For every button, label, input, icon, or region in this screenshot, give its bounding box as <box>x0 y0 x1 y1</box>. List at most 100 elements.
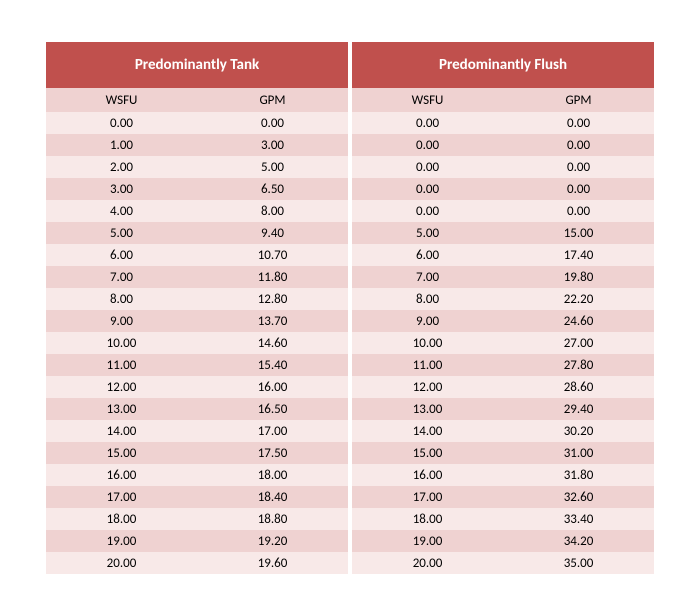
table-cell: 0.00 <box>503 112 654 134</box>
table-row: 5.009.405.0015.00 <box>46 222 654 244</box>
table-cell: 18.40 <box>197 486 348 508</box>
table-row: 0.000.000.000.00 <box>46 112 654 134</box>
table-cell: 12.80 <box>197 288 348 310</box>
table-container: Predominantly Tank Predominantly Flush W… <box>0 22 700 594</box>
table-cell: 8.00 <box>197 200 348 222</box>
table-cell: 10.70 <box>197 244 348 266</box>
table-row: 18.0018.8018.0033.40 <box>46 508 654 530</box>
table-cell: 16.00 <box>352 464 503 486</box>
table-cell: 18.00 <box>46 508 197 530</box>
table-row: 9.0013.709.0024.60 <box>46 310 654 332</box>
table-cell: 17.00 <box>352 486 503 508</box>
table-row: 17.0018.4017.0032.60 <box>46 486 654 508</box>
table-cell: 0.00 <box>46 112 197 134</box>
table-row: 19.0019.2019.0034.20 <box>46 530 654 552</box>
table-cell: 19.00 <box>46 530 197 552</box>
table-cell: 0.00 <box>352 134 503 156</box>
group-header-flush: Predominantly Flush <box>352 42 654 88</box>
table-cell: 0.00 <box>503 178 654 200</box>
table-cell: 9.40 <box>197 222 348 244</box>
table-cell: 10.00 <box>352 332 503 354</box>
table-row: 7.0011.807.0019.80 <box>46 266 654 288</box>
table-cell: 29.40 <box>503 398 654 420</box>
table-cell: 19.60 <box>197 552 348 574</box>
table-cell: 0.00 <box>503 200 654 222</box>
table-cell: 24.60 <box>503 310 654 332</box>
table-row: 15.0017.5015.0031.00 <box>46 442 654 464</box>
col-header-gpm-tank: GPM <box>197 88 348 112</box>
table-cell: 5.00 <box>46 222 197 244</box>
table-cell: 19.80 <box>503 266 654 288</box>
table-cell: 15.00 <box>352 442 503 464</box>
table-row: 6.0010.706.0017.40 <box>46 244 654 266</box>
table-cell: 12.00 <box>46 376 197 398</box>
table-cell: 22.20 <box>503 288 654 310</box>
group-header-row: Predominantly Tank Predominantly Flush <box>46 42 654 88</box>
col-header-wsfu-flush: WSFU <box>352 88 503 112</box>
table-cell: 16.00 <box>46 464 197 486</box>
sub-header-row: WSFU GPM WSFU GPM <box>46 88 654 112</box>
table-cell: 16.00 <box>197 376 348 398</box>
table-cell: 17.00 <box>197 420 348 442</box>
table-cell: 33.40 <box>503 508 654 530</box>
table-cell: 0.00 <box>197 112 348 134</box>
table-cell: 5.00 <box>352 222 503 244</box>
table-row: 3.006.500.000.00 <box>46 178 654 200</box>
table-cell: 15.00 <box>503 222 654 244</box>
table-row: 11.0015.4011.0027.80 <box>46 354 654 376</box>
table-cell: 5.00 <box>197 156 348 178</box>
table-cell: 8.00 <box>46 288 197 310</box>
table-row: 2.005.000.000.00 <box>46 156 654 178</box>
table-cell: 17.50 <box>197 442 348 464</box>
table-cell: 13.70 <box>197 310 348 332</box>
table-cell: 6.50 <box>197 178 348 200</box>
table-cell: 10.00 <box>46 332 197 354</box>
table-cell: 35.00 <box>503 552 654 574</box>
table-cell: 27.80 <box>503 354 654 376</box>
table-cell: 0.00 <box>352 200 503 222</box>
table-cell: 18.00 <box>197 464 348 486</box>
table-cell: 0.00 <box>352 178 503 200</box>
table-cell: 14.00 <box>46 420 197 442</box>
table-row: 1.003.000.000.00 <box>46 134 654 156</box>
table-cell: 28.60 <box>503 376 654 398</box>
table-row: 16.0018.0016.0031.80 <box>46 464 654 486</box>
table-row: 12.0016.0012.0028.60 <box>46 376 654 398</box>
table-cell: 18.00 <box>352 508 503 530</box>
table-cell: 31.80 <box>503 464 654 486</box>
table-cell: 18.80 <box>197 508 348 530</box>
table-cell: 17.40 <box>503 244 654 266</box>
table-cell: 20.00 <box>352 552 503 574</box>
table-cell: 1.00 <box>46 134 197 156</box>
table-cell: 34.20 <box>503 530 654 552</box>
col-header-gpm-flush: GPM <box>503 88 654 112</box>
table-cell: 19.00 <box>352 530 503 552</box>
table-cell: 6.00 <box>46 244 197 266</box>
table-cell: 12.00 <box>352 376 503 398</box>
table-row: 4.008.000.000.00 <box>46 200 654 222</box>
table-cell: 16.50 <box>197 398 348 420</box>
table-cell: 2.00 <box>46 156 197 178</box>
table-cell: 31.00 <box>503 442 654 464</box>
table-cell: 20.00 <box>46 552 197 574</box>
table-row: 10.0014.6010.0027.00 <box>46 332 654 354</box>
table-cell: 0.00 <box>352 112 503 134</box>
table-cell: 11.00 <box>46 354 197 376</box>
table-cell: 11.00 <box>352 354 503 376</box>
col-header-wsfu-tank: WSFU <box>46 88 197 112</box>
table-cell: 8.00 <box>352 288 503 310</box>
table-cell: 27.00 <box>503 332 654 354</box>
table-cell: 19.20 <box>197 530 348 552</box>
table-cell: 17.00 <box>46 486 197 508</box>
table-cell: 11.80 <box>197 266 348 288</box>
table-row: 13.0016.5013.0029.40 <box>46 398 654 420</box>
table-cell: 32.60 <box>503 486 654 508</box>
table-cell: 13.00 <box>352 398 503 420</box>
table-cell: 15.00 <box>46 442 197 464</box>
table-cell: 14.00 <box>352 420 503 442</box>
table-cell: 7.00 <box>352 266 503 288</box>
table-row: 20.0019.6020.0035.00 <box>46 552 654 574</box>
table-cell: 15.40 <box>197 354 348 376</box>
table-cell: 3.00 <box>46 178 197 200</box>
table-cell: 7.00 <box>46 266 197 288</box>
